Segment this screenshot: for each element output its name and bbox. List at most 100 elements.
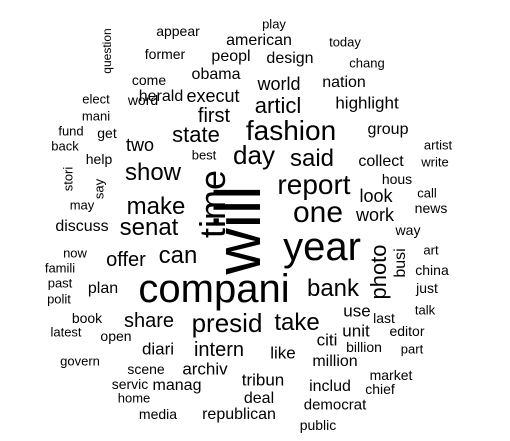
cloud-word-famili: famili	[44, 260, 76, 276]
cloud-word-look: look	[359, 186, 393, 206]
cloud-word-fund: fund	[58, 123, 84, 139]
cloud-word-just: just	[416, 280, 438, 296]
cloud-word-former: former	[144, 46, 186, 62]
cloud-word-one: one	[292, 196, 344, 229]
cloud-word-way: way	[395, 222, 421, 238]
cloud-word-includ: includ	[309, 378, 351, 395]
cloud-word-stori: stori	[60, 166, 76, 192]
cloud-word-market: market	[369, 367, 413, 383]
cloud-word-first: first	[197, 105, 231, 127]
cloud-word-execut: execut	[186, 86, 240, 106]
cloud-word-servic: servic	[111, 376, 149, 392]
cloud-word-plan: plan	[87, 280, 119, 297]
cloud-word-public: public	[299, 417, 337, 433]
cloud-word-deal: deal	[243, 390, 275, 407]
cloud-word-presid: presid	[191, 308, 263, 338]
cloud-word-scene: scene	[127, 361, 165, 377]
cloud-word-help: help	[85, 151, 113, 167]
cloud-word-open: open	[100, 328, 132, 344]
cloud-word-obama: obama	[191, 66, 241, 83]
cloud-word-may: may	[69, 197, 95, 213]
cloud-word-citi: citi	[316, 330, 338, 350]
cloud-word-democrat: democrat	[303, 396, 367, 414]
cloud-word-work: work	[355, 205, 395, 225]
cloud-word-china: china	[415, 262, 449, 278]
cloud-word-herald: herald	[138, 88, 184, 105]
cloud-word-play: play	[262, 16, 286, 32]
cloud-word-chief: chief	[365, 381, 395, 397]
cloud-word-tribun: tribun	[241, 370, 285, 390]
cloud-word-past: past	[47, 275, 73, 291]
cloud-word-media: media	[138, 406, 178, 422]
cloud-word-intern: intern	[193, 339, 245, 361]
cloud-word-two: two	[125, 135, 155, 155]
cloud-word-say: say	[91, 178, 107, 200]
cloud-word-time: time	[192, 169, 233, 239]
cloud-word-discuss: discuss	[55, 218, 109, 235]
cloud-word-group: group	[367, 121, 409, 138]
cloud-word-book: book	[71, 310, 103, 326]
cloud-word-home: home	[117, 390, 151, 406]
cloud-word-polit: polit	[47, 291, 71, 307]
cloud-word-collect: collect	[358, 153, 404, 170]
cloud-word-hous: hous	[381, 171, 413, 187]
cloud-word-world: world	[257, 74, 301, 94]
cloud-word-million: million	[312, 353, 358, 370]
cloud-word-billion: billion	[346, 339, 382, 355]
cloud-word-best: best	[191, 147, 217, 163]
cloud-word-highlight: highlight	[335, 93, 399, 113]
cloud-word-art: art	[423, 242, 439, 258]
cloud-word-take: take	[274, 309, 320, 336]
cloud-word-design: design	[266, 50, 314, 67]
cloud-word-editor: editor	[389, 323, 425, 339]
cloud-word-talk: talk	[414, 302, 436, 318]
cloud-word-question: question	[100, 28, 114, 74]
cloud-word-day: day	[233, 140, 275, 170]
cloud-word-get: get	[97, 125, 117, 141]
cloud-word-said: said	[289, 145, 335, 172]
cloud-word-bank: bank	[306, 275, 360, 302]
cloud-word-elect: elect	[82, 91, 110, 107]
cloud-word-nation: nation	[322, 74, 366, 91]
cloud-word-like: like	[270, 343, 296, 363]
cloud-word-fashion: fashion	[245, 115, 337, 146]
cloud-word-chang: chang	[349, 55, 385, 71]
cloud-word-mani: mani	[81, 108, 111, 124]
cloud-word-govern: govern	[60, 353, 100, 369]
cloud-word-peopl: peopl	[211, 48, 251, 65]
cloud-word-report: report	[277, 169, 351, 200]
cloud-word-unit: unit	[342, 321, 370, 341]
cloud-word-come: come	[131, 72, 167, 88]
cloud-word-year: year	[283, 225, 361, 269]
cloud-word-busi: busi	[392, 248, 409, 278]
cloud-word-word: word	[127, 92, 159, 108]
cloud-word-use: use	[343, 301, 371, 321]
cloud-word-photo: photo	[366, 244, 391, 300]
cloud-word-compani: compani	[138, 267, 290, 311]
cloud-word-manag: manag	[152, 377, 202, 394]
cloud-word-show: show	[124, 159, 182, 186]
cloud-word-archiv: archiv	[182, 359, 228, 379]
cloud-word-make: make	[126, 193, 186, 220]
cloud-word-senat: senat	[119, 214, 179, 241]
cloud-word-last: last	[373, 310, 395, 326]
cloud-word-state: state	[172, 122, 220, 147]
cloud-word-artist: artist	[423, 137, 453, 153]
cloud-word-news: news	[414, 200, 448, 216]
cloud-word-back: back	[51, 138, 79, 154]
cloud-word-can: can	[158, 242, 198, 269]
cloud-word-share: share	[123, 310, 175, 332]
cloud-word-latest: latest	[50, 324, 82, 340]
cloud-word-now: now	[63, 245, 87, 261]
cloud-word-american: american	[226, 32, 292, 49]
cloud-word-appear: appear	[156, 23, 200, 39]
cloud-word-articl: articl	[254, 93, 302, 118]
cloud-word-today: today	[329, 34, 361, 50]
cloud-word-write: write	[421, 154, 449, 170]
cloud-word-republican: republican	[202, 406, 276, 423]
cloud-word-part: part	[400, 341, 424, 357]
cloud-word-offer: offer	[106, 249, 146, 271]
cloud-word-call: call	[417, 185, 437, 201]
cloud-word-diari: diari	[141, 339, 175, 359]
